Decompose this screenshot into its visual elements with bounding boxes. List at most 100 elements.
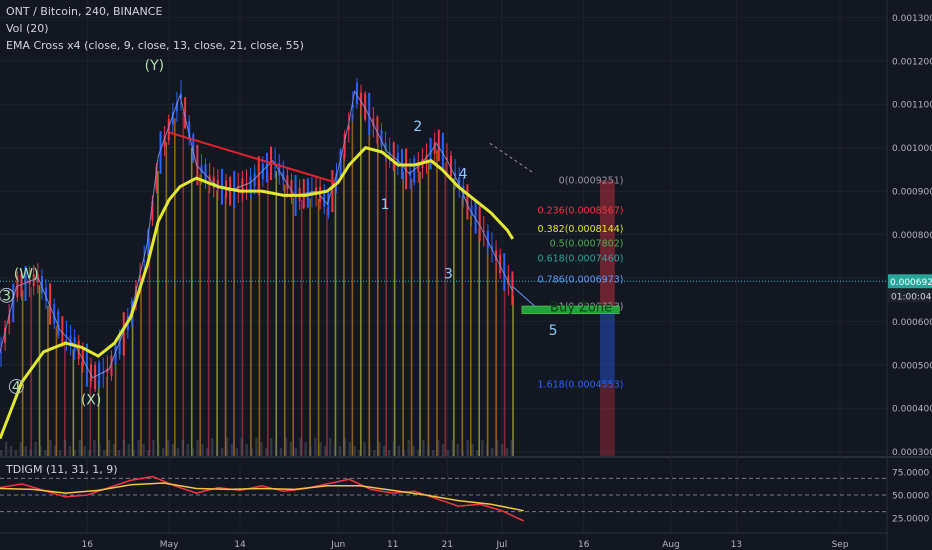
volume-bar (427, 446, 430, 456)
candle-body (490, 245, 493, 250)
signal-bar (351, 113, 354, 457)
signal-bar (292, 197, 294, 456)
fib-level-label: 0.786(0.0006973) (538, 275, 624, 286)
indicator-tick-label: 75.0000 (892, 468, 929, 478)
candle-body (61, 316, 64, 347)
volume-bar (24, 446, 27, 456)
volume-bar (147, 450, 150, 456)
projection-drop (512, 286, 535, 307)
volume-bar (122, 440, 126, 456)
countdown-tag (888, 289, 932, 303)
signal-bar (343, 153, 345, 457)
volume-bar (245, 444, 248, 456)
volume-bar (495, 440, 499, 456)
indicator-tick-label: 25.0000 (892, 515, 929, 525)
signal-bar (106, 376, 108, 456)
candle-body (69, 335, 72, 345)
symbol-title[interactable]: ONT / Bitcoin, 240, BINANCE (6, 5, 163, 18)
candle-body (0, 351, 2, 353)
candle-body (135, 285, 138, 305)
candle-body (323, 191, 326, 207)
candle-body (53, 303, 56, 324)
y-tick-label: 0.0012000 (892, 57, 932, 67)
signal-bar (72, 349, 75, 456)
candle-body (327, 192, 330, 216)
candle-body (482, 230, 485, 232)
candle-body (335, 172, 338, 184)
wave-label: 4 (459, 167, 468, 183)
signal-bar (461, 196, 464, 456)
signal-bar (241, 192, 244, 456)
signal-bar (419, 171, 421, 456)
candle-body (151, 201, 154, 221)
volume-bar (152, 440, 155, 456)
signal-bar (224, 194, 227, 456)
signal-bar (410, 178, 413, 456)
candle-body (49, 283, 52, 325)
y-tick-label: 0.0008000 (892, 231, 932, 241)
signal-bar (309, 198, 311, 457)
signal-bar (165, 141, 168, 456)
buy-zone-label: Buy Zone (550, 301, 612, 316)
volume-bar (181, 440, 185, 456)
volume-bar (250, 448, 253, 456)
ema-line (0, 146, 515, 440)
volume-bar (225, 438, 229, 456)
candle-body (261, 163, 264, 180)
volume-bar (63, 440, 67, 456)
volume-bar (348, 442, 351, 456)
x-tick-label: 16 (578, 540, 590, 550)
signal-bar (148, 238, 151, 456)
volume-bar (407, 440, 410, 456)
signal-bar (140, 279, 142, 456)
target-column-red (600, 180, 615, 307)
signal-bar (207, 183, 210, 456)
candle-body (417, 162, 420, 173)
volume-bar (441, 444, 445, 456)
candle-body (45, 287, 48, 301)
volume-bar (505, 448, 509, 456)
vertical-volume-bars (0, 105, 514, 457)
signal-bar (385, 154, 388, 456)
volume-bar (294, 448, 297, 456)
candle-body (486, 230, 489, 248)
volume-bar (387, 450, 391, 456)
price-series (0, 89, 887, 522)
x-tick-label: Aug (662, 540, 680, 550)
signal-bar (326, 208, 328, 456)
x-tick-label: Jun (330, 540, 345, 550)
candle-body (208, 175, 211, 181)
candle-body (470, 205, 473, 216)
signal-bar (157, 171, 159, 456)
volume-indicator-label[interactable]: Vol (20) (6, 22, 49, 35)
volume-bar (162, 448, 165, 456)
signal-bar (250, 188, 252, 456)
candle-body (396, 152, 399, 167)
y-tick-label: 0.0005000 (892, 361, 932, 371)
y-tick-label: 0.0009000 (892, 188, 932, 198)
y-tick-label: 0.0006000 (892, 318, 932, 328)
signal-bar (89, 377, 92, 456)
signal-bar (469, 215, 472, 456)
signal-bar (283, 184, 286, 456)
volume-bar (436, 440, 440, 456)
signal-bar (402, 171, 404, 457)
volume-bar (490, 448, 494, 456)
signal-bar (97, 381, 100, 456)
volume-bar (0, 450, 3, 456)
candle-body (380, 130, 383, 147)
signal-bar (190, 147, 193, 456)
ema-indicator-label[interactable]: EMA Cross x4 (close, 9, close, 13, close… (6, 39, 304, 52)
volume-bar (171, 444, 175, 456)
signal-bar (38, 285, 41, 456)
buy-zone-box (521, 305, 620, 315)
tdigm-indicator-label[interactable]: TDIGM (11, 31, 1, 9) (6, 463, 118, 476)
volume-bar (471, 444, 474, 456)
trendline (168, 131, 336, 184)
wave-label-ring (8, 379, 24, 395)
volume-bar (83, 446, 86, 456)
chart-annotations: 0(0.0009251) 0.236(0.0008567) 0.382(0.0008… (0, 58, 624, 456)
volume-bar (166, 440, 170, 456)
volume-bar (19, 442, 23, 456)
